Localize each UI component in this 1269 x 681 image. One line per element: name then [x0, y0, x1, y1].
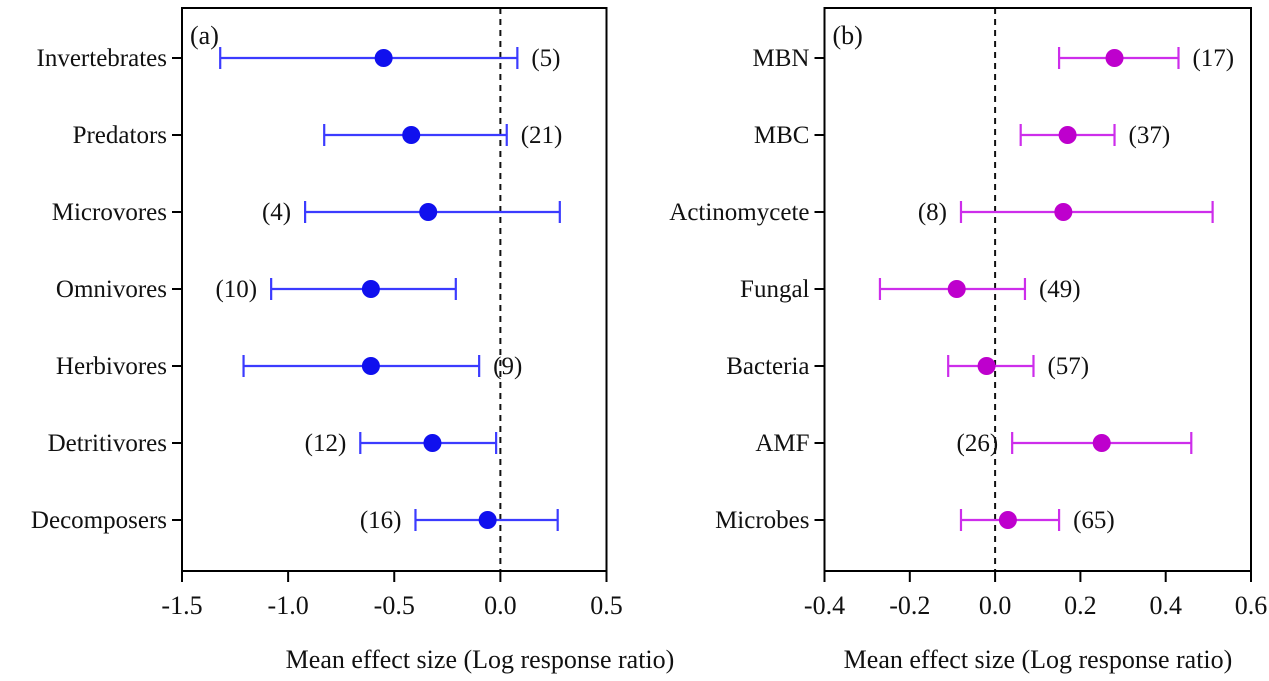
x-tick-label: 0.5	[590, 591, 623, 620]
panel-b: -0.4 -0.2 0.0 0.2 0.4 0.6 MBN (17) MBC (37) Actino…	[669, 7, 1268, 620]
data-point	[1092, 434, 1111, 452]
data-point	[361, 357, 380, 375]
panel-letter: (b)	[833, 21, 863, 50]
category-label: AMF	[755, 430, 809, 457]
count-label: (8)	[918, 199, 947, 226]
data-point	[402, 126, 421, 144]
data-point	[1105, 49, 1124, 67]
data-point	[1058, 126, 1077, 144]
category-label: Fungal	[740, 276, 810, 303]
count-label: (5)	[531, 45, 560, 72]
xaxis-title-panel-a: Mean effect size (Log response ratio)	[285, 645, 675, 674]
x-tick-label: 0.6	[1235, 591, 1268, 620]
count-label: (49)	[1039, 276, 1081, 303]
category-label: Detritivores	[48, 430, 167, 457]
count-label: (9)	[493, 353, 522, 380]
data-point	[977, 357, 996, 375]
data-point	[374, 49, 393, 67]
category-label: Bacteria	[726, 353, 809, 380]
count-label: (17)	[1192, 45, 1234, 72]
category-label: Herbivores	[56, 353, 167, 380]
count-label: (4)	[262, 199, 291, 226]
count-label: (12)	[305, 430, 347, 457]
category-label: Omnivores	[56, 276, 167, 303]
x-tick-label: 0.0	[484, 591, 517, 620]
panel-letter: (a)	[190, 21, 219, 50]
count-label: (26)	[957, 430, 999, 457]
category-label: Decomposers	[31, 507, 167, 534]
category-label: MBN	[753, 45, 810, 72]
data-point	[947, 280, 966, 298]
data-point	[423, 434, 442, 452]
count-label: (10)	[215, 276, 257, 303]
count-label: (37)	[1129, 122, 1171, 149]
x-tick-label: 0.0	[979, 591, 1012, 620]
category-label: Invertebrates	[37, 45, 167, 72]
x-tick-label: 0.4	[1149, 591, 1182, 620]
category-label: Actinomycete	[669, 199, 809, 226]
panel-a: -1.5 -1.0 -0.5 0.0 0.5 Invertebrates (5) Predat…	[31, 7, 623, 620]
data-point	[998, 511, 1017, 529]
xaxis-title-panel-b: Mean effect size (Log response ratio)	[843, 645, 1233, 674]
x-tick-label: -0.2	[889, 591, 930, 620]
category-label: Microvores	[52, 199, 167, 226]
data-point	[361, 280, 380, 298]
category-label: Predators	[73, 122, 167, 149]
count-label: (16)	[360, 507, 402, 534]
data-point	[478, 511, 497, 529]
count-label: (57)	[1047, 353, 1089, 380]
category-label: MBC	[754, 122, 810, 149]
count-label: (21)	[521, 122, 563, 149]
x-tick-label: 0.2	[1064, 591, 1097, 620]
x-tick-label: -0.5	[374, 591, 415, 620]
data-point	[1054, 203, 1073, 221]
x-tick-label: -1.0	[268, 591, 309, 620]
x-tick-label: -0.4	[804, 591, 845, 620]
data-point	[419, 203, 438, 221]
x-tick-label: -1.5	[161, 591, 202, 620]
count-label: (65)	[1073, 507, 1115, 534]
category-label: Microbes	[715, 507, 809, 534]
